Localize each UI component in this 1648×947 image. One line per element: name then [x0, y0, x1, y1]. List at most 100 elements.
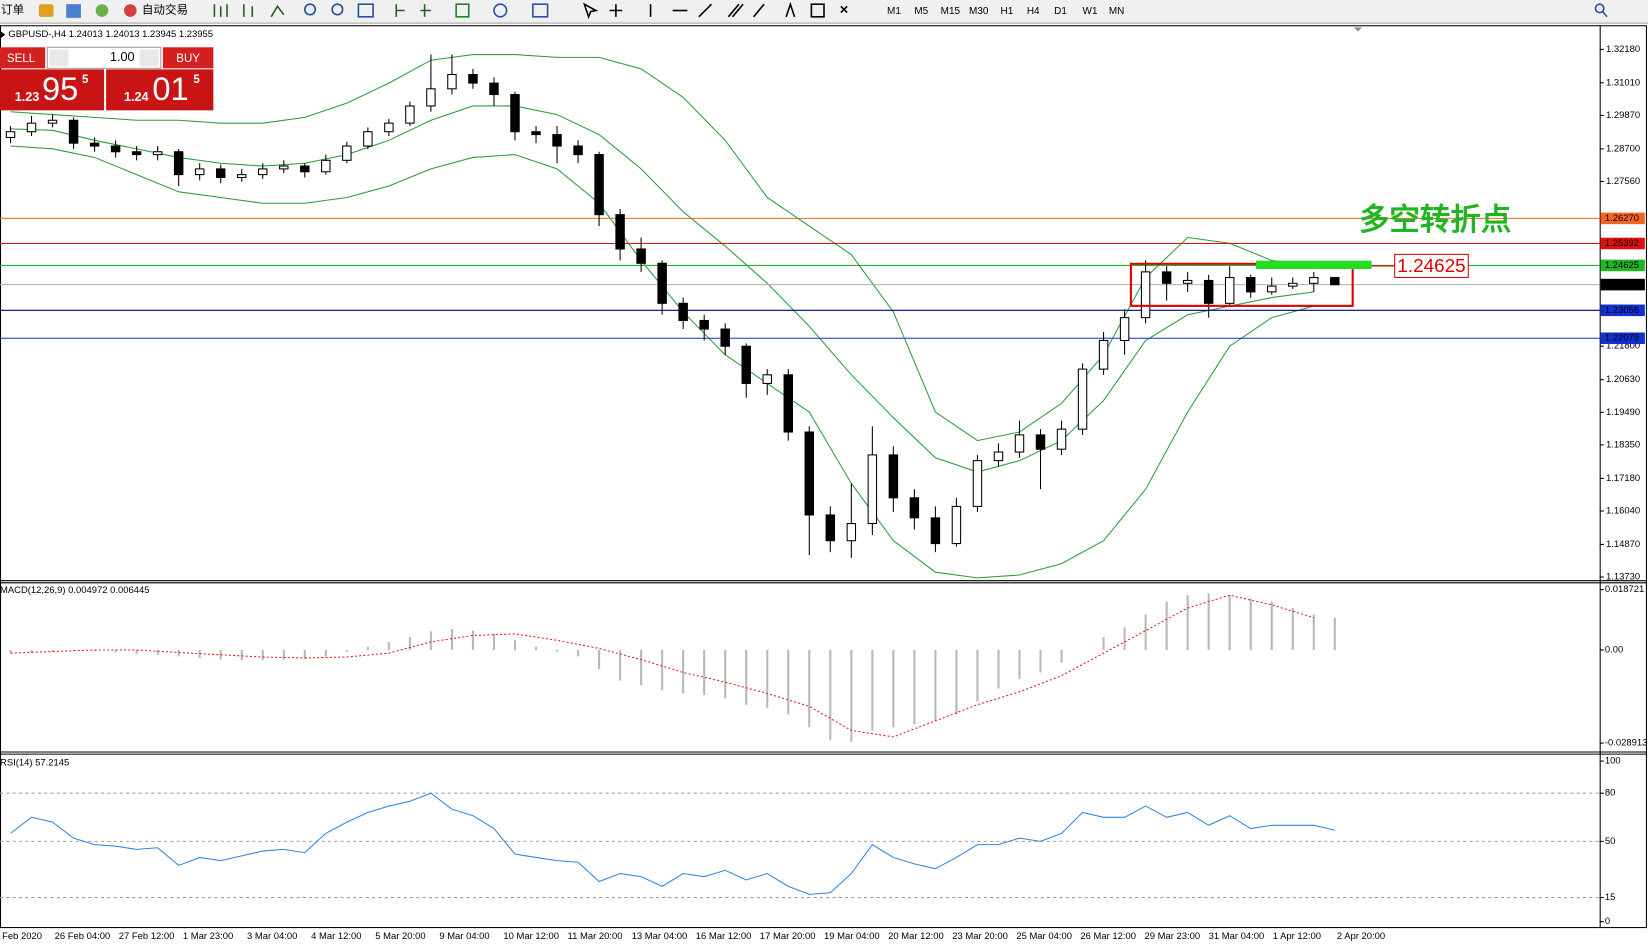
icon[interactable]: [243, 4, 254, 17]
bid-box[interactable]: [0, 69, 105, 111]
candle-body: [1035, 434, 1046, 450]
new-order-button[interactable]: 订单: [1, 4, 24, 17]
candle-body: [594, 154, 604, 216]
price-level-label: 1.23955: [1605, 279, 1639, 290]
icon[interactable]: [124, 4, 137, 17]
candle-body: [489, 82, 499, 96]
x-tick-label: Feb 2020: [2, 931, 42, 942]
icon[interactable]: [493, 3, 508, 18]
x-tick-label: 4 Mar 12:00: [311, 931, 361, 942]
icon[interactable]: [752, 3, 765, 18]
icon[interactable]: [785, 1, 796, 18]
y-tick-label: 1.19490: [1606, 407, 1640, 418]
timeframe-button[interactable]: M15: [941, 6, 961, 17]
candle-body: [215, 168, 226, 179]
bid-big-figure: 1.23: [15, 90, 40, 104]
chart-header: GBPUSD-,H4 1.24013 1.24013 1.23945 1.239…: [8, 29, 213, 40]
x-tick-label: 26 Mar 12:00: [1080, 931, 1136, 942]
ask-box[interactable]: [106, 69, 214, 111]
timeframe-button[interactable]: MN: [1109, 6, 1125, 17]
ask-big-figure: 1.24: [124, 90, 149, 104]
icon[interactable]: [609, 4, 623, 17]
y-tick-label: 1.21800: [1606, 341, 1640, 352]
bollinger-middle: [10, 105, 1314, 473]
icon[interactable]: [95, 4, 109, 17]
icon[interactable]: [532, 3, 549, 18]
y-tick-label: 1.27560: [1606, 176, 1640, 187]
icon[interactable]: [1594, 3, 1605, 14]
candle-body: [89, 142, 100, 147]
plot: 1.32180 1.31010 1.29870 1.28700 1.27560 1.218…: [0, 44, 1647, 942]
timeframe-button[interactable]: W1: [1083, 6, 1098, 17]
icon[interactable]: [357, 3, 374, 18]
icon[interactable]: [810, 3, 825, 18]
candle-body: [384, 122, 394, 133]
timeframe-bar: M1 M5 M15 M30 H1 H4 D1 W1 MN: [887, 6, 1124, 17]
timeframe-button[interactable]: H4: [1027, 6, 1040, 17]
candle-body: [867, 454, 878, 525]
lot-down[interactable]: [49, 49, 69, 67]
icon[interactable]: [840, 5, 848, 14]
x-tick-label: 31 Mar 04:00: [1209, 931, 1265, 942]
range-box: [1129, 262, 1354, 307]
auto-trading-button[interactable]: 自动交易: [142, 3, 188, 17]
icon[interactable]: [213, 4, 228, 17]
candle-body: [783, 374, 793, 433]
candle-body: [152, 151, 163, 156]
lot-input[interactable]: [46, 46, 162, 69]
y-tick-label: 1.14870: [1606, 539, 1640, 550]
y-tick-label: 1.20630: [1606, 374, 1640, 385]
callout-text: 1.24625: [1397, 256, 1465, 277]
icon[interactable]: [420, 4, 431, 17]
candle-body: [825, 514, 836, 542]
timeframe-button[interactable]: M1: [887, 6, 901, 17]
sell-button[interactable]: [0, 47, 46, 69]
icon[interactable]: [270, 4, 285, 18]
x-tick-label: 19 Mar 04:00: [824, 931, 880, 942]
timeframe-button[interactable]: M5: [914, 6, 928, 17]
icon[interactable]: [331, 3, 344, 16]
icon[interactable]: [395, 4, 405, 17]
candle-body: [342, 145, 352, 161]
icon[interactable]: [1602, 11, 1608, 18]
buy-label[interactable]: BUY: [176, 53, 200, 65]
lot-value[interactable]: 1.00: [110, 50, 135, 64]
price-level-label: 1.25392: [1605, 238, 1639, 249]
candle-body: [279, 165, 289, 170]
price-level-tag: [1600, 259, 1645, 272]
icon[interactable]: [455, 3, 470, 18]
candle-body: [300, 165, 310, 173]
candle-body: [888, 454, 899, 499]
price-level-label: 1.23056: [1605, 305, 1639, 316]
buy-button[interactable]: [162, 47, 214, 69]
candle-body: [636, 248, 646, 264]
icon[interactable]: [66, 4, 81, 18]
highlight-bar: [1255, 260, 1372, 270]
x-tick-label: 23 Mar 20:00: [952, 931, 1008, 942]
icon[interactable]: [582, 2, 599, 20]
bid-pips: 95: [42, 71, 78, 107]
icon[interactable]: [304, 3, 317, 16]
x-tick-label: 9 Mar 04:00: [439, 931, 489, 942]
lot-up[interactable]: [139, 49, 159, 67]
candle-body: [321, 159, 331, 173]
bid-fraction: 5: [82, 74, 89, 86]
y-tick-label: 1.31010: [1606, 77, 1640, 88]
y-tick-label: 0: [1605, 916, 1610, 927]
candle-body: [699, 319, 709, 330]
y-tick-label: 15: [1605, 892, 1615, 903]
annotation-text: 多空转折点: [1359, 202, 1511, 238]
price-level-label: 1.26270: [1605, 213, 1639, 224]
icon[interactable]: [38, 4, 54, 17]
icon[interactable]: [698, 3, 713, 18]
candle-body: [131, 151, 142, 156]
timeframe-button[interactable]: D1: [1054, 6, 1067, 17]
price-level-tag: [1600, 332, 1645, 345]
y-tick-label: 1.16040: [1606, 505, 1640, 516]
y-tick-label: 0.00: [1605, 644, 1623, 655]
timeframe-button[interactable]: H1: [1001, 6, 1014, 17]
sell-label[interactable]: SELL: [7, 53, 36, 65]
icon[interactable]: [727, 3, 744, 18]
x-tick-label: 17 Mar 20:00: [760, 931, 816, 942]
timeframe-button[interactable]: M30: [969, 6, 989, 17]
